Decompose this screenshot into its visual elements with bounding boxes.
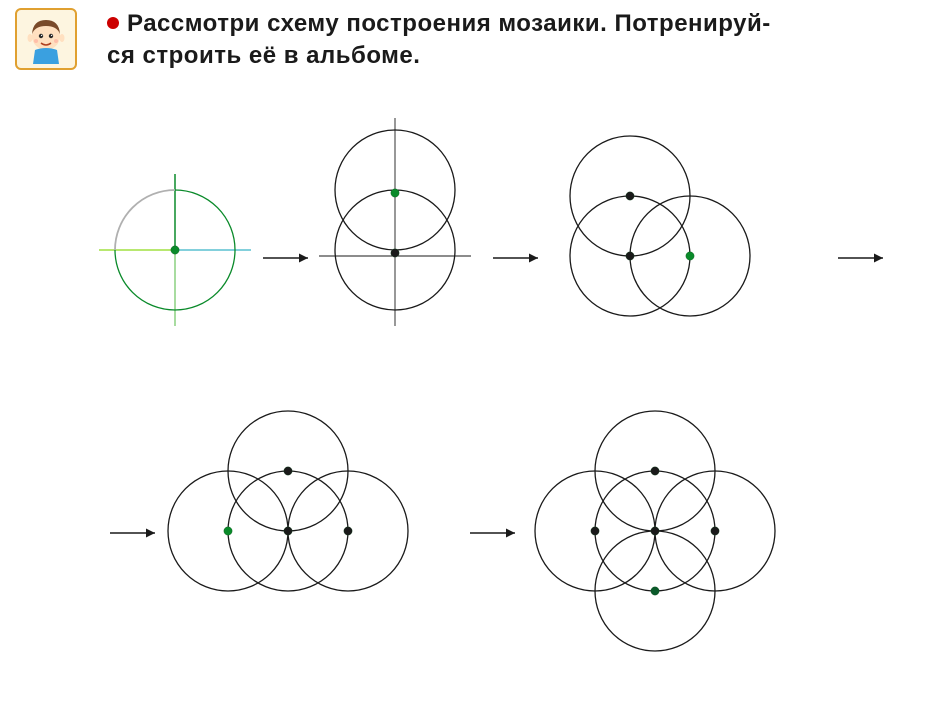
exercise-header: Рассмотри схему построения мозаики. Потр… — [15, 8, 925, 73]
instruction-line1: Рассмотри схему построения мозаики. Потр… — [127, 10, 771, 37]
mosaic-diagram — [0, 90, 940, 700]
bullet-icon — [107, 17, 119, 29]
avatar-icon — [15, 8, 77, 70]
instruction-text: Рассмотри схему построения мозаики. Потр… — [107, 8, 771, 73]
instruction-line2: ся строить её в альбоме. — [107, 42, 420, 69]
